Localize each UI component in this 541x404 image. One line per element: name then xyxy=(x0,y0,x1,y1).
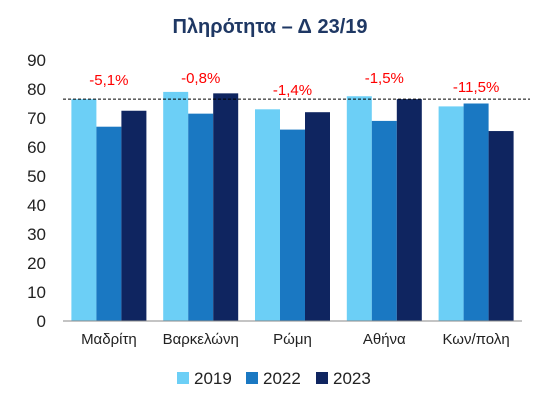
chart-title: Πληρότητα – Δ 23/19 xyxy=(172,16,367,38)
category-label: Αθήνα xyxy=(363,331,406,348)
bar-2023-2 xyxy=(213,93,239,321)
legend: 2019 2022 2023 xyxy=(177,369,371,388)
change-annotation: -1,5% xyxy=(365,70,404,87)
x-axis: Μαδρίτη Βαρκελώνη Ρώμη Αθήνα Κων/πολη xyxy=(63,320,522,348)
legend-label: 2019 xyxy=(194,369,232,388)
y-tick-label: 30 xyxy=(27,225,46,244)
bar-2022-2 xyxy=(188,113,214,322)
bar-2022-3 xyxy=(280,129,305,321)
bar-2019-5 xyxy=(438,106,464,322)
bar-2019-4 xyxy=(346,96,372,321)
change-annotation: -5,1% xyxy=(89,72,128,89)
y-tick-label: 10 xyxy=(27,283,46,302)
bar-2019-3 xyxy=(255,109,280,321)
category-label: Βαρκελώνη xyxy=(163,331,239,348)
legend-swatch-2022 xyxy=(246,372,258,384)
y-axis: 0 10 20 30 40 50 60 70 80 90 xyxy=(27,51,46,331)
y-tick-label: 20 xyxy=(27,254,46,273)
change-annotation: -0,8% xyxy=(181,70,220,87)
bar-2023-4 xyxy=(396,99,422,322)
bar-2022-5 xyxy=(463,103,489,321)
bar-2019-2 xyxy=(163,91,189,322)
legend-swatch-2019 xyxy=(177,372,189,384)
y-tick-label: 90 xyxy=(27,51,46,70)
category-label: Κων/πολη xyxy=(442,331,509,348)
annotations: -5,1% -0,8% -1,4% -1,5% -11,5% xyxy=(89,70,499,99)
category-label: Μαδρίτη xyxy=(81,331,137,348)
legend-swatch-2023 xyxy=(316,372,328,384)
y-tick-label: 60 xyxy=(27,138,46,157)
change-annotation: -11,5% xyxy=(453,79,499,96)
bar-2019-1 xyxy=(71,99,97,322)
category-label: Ρώμη xyxy=(273,331,312,348)
y-tick-label: 70 xyxy=(27,109,46,128)
legend-label: 2022 xyxy=(263,369,301,388)
y-tick-label: 40 xyxy=(27,196,46,215)
bar-2023-3 xyxy=(305,112,330,321)
legend-label: 2023 xyxy=(333,369,371,388)
bars xyxy=(71,91,514,322)
bar-2023-1 xyxy=(121,110,147,321)
bar-2023-5 xyxy=(488,131,514,321)
y-tick-label: 50 xyxy=(27,167,46,186)
bar-2022-4 xyxy=(371,120,397,322)
y-tick-label: 0 xyxy=(37,312,46,331)
y-tick-label: 80 xyxy=(27,80,46,99)
change-annotation: -1,4% xyxy=(273,82,312,99)
bar-2022-1 xyxy=(96,126,122,321)
